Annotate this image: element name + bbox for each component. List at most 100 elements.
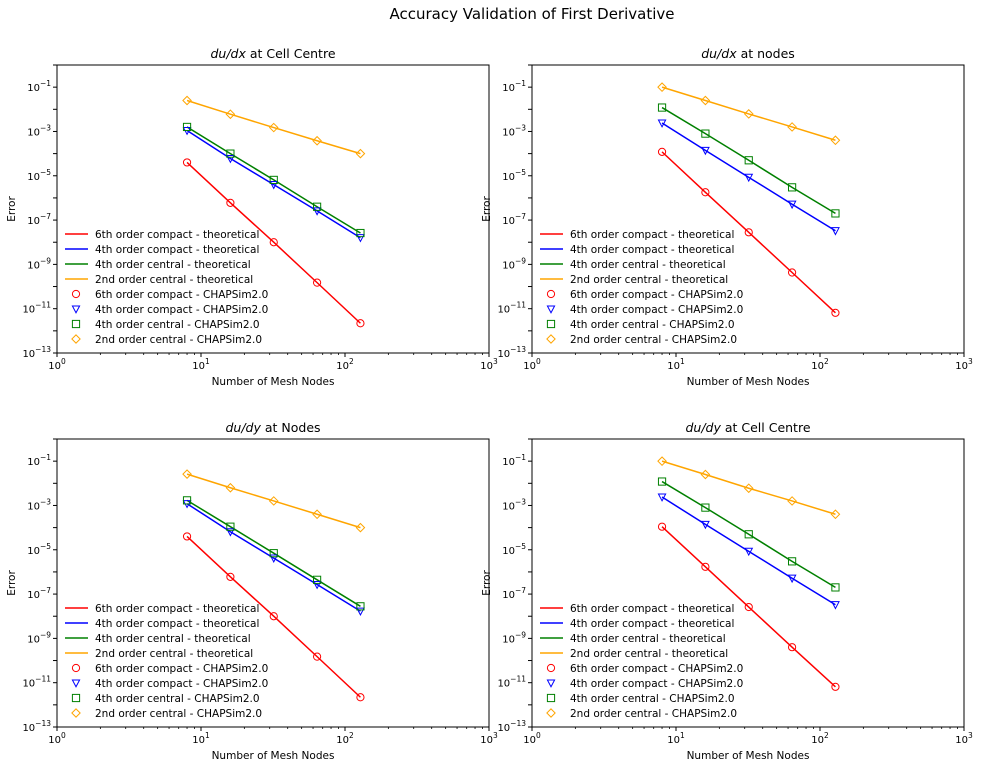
data-point-diamond	[312, 509, 322, 520]
x-tick-label-exponent: 1	[205, 731, 210, 740]
data-point-triangle-down	[312, 580, 322, 590]
y-tick-label: 10−7	[502, 586, 526, 601]
plot-frame	[56, 64, 490, 354]
data-point-square	[269, 549, 278, 558]
y-tick-label: 10−9	[502, 256, 526, 271]
y-tick-label-base: 10	[497, 349, 510, 360]
data-point-square	[657, 103, 667, 112]
series-line-second-central	[186, 473, 361, 529]
legend-entry-label: 4th order compact - CHAPSim2.0	[570, 678, 743, 690]
y-tick-label-exponent: −11	[35, 301, 51, 310]
data-point-diamond	[312, 135, 322, 146]
x-axis-label: Number of Mesh Nodes	[212, 750, 335, 762]
series-line	[186, 161, 361, 324]
y-tick-label: 10−13	[497, 719, 526, 734]
x-tick-label-exponent: 2	[349, 731, 354, 740]
y-tick-label: 10−9	[502, 630, 526, 645]
legend-marker-swatch	[71, 289, 81, 299]
data-point-square	[701, 129, 710, 138]
y-tick-label-base: 10	[27, 127, 40, 138]
y-tick-label: 10−1	[502, 453, 526, 468]
data-point-diamond	[743, 109, 754, 119]
panel-title: du/dy at Cell Centre	[685, 420, 810, 435]
series-marker-second-central	[657, 82, 841, 146]
y-tick-label-base: 10	[497, 305, 510, 316]
y-tick-label-base: 10	[22, 679, 35, 690]
series-line-sixth-compact	[661, 526, 836, 688]
series-line-second-central	[661, 86, 836, 141]
legend-entry-label: 6th order compact - theoretical	[570, 603, 734, 615]
data-point-diamond	[830, 135, 841, 146]
data-point-circle	[356, 693, 365, 702]
data-point-square	[356, 228, 365, 238]
legend-entry-label: 4th order compact - CHAPSim2.0	[95, 304, 268, 316]
y-tick-label-exponent: −3	[40, 497, 51, 506]
y-tick-label-base: 10	[22, 723, 35, 734]
y-tick-label-base: 10	[502, 127, 515, 138]
series-marker-sixth-compact	[657, 522, 840, 691]
panel-title: du/dx at Cell Centre	[210, 46, 335, 61]
y-tick-label: 10−5	[27, 542, 51, 557]
legend-marker-swatch	[546, 319, 556, 329]
y-tick-label-exponent: −5	[515, 542, 526, 551]
y-tick-label: 10−5	[502, 542, 526, 557]
data-point-circle	[182, 158, 192, 167]
y-tick-label-base: 10	[502, 83, 515, 94]
series-marker-fourth-compact	[657, 493, 840, 610]
x-tick-label-base: 10	[48, 735, 61, 746]
legend-marker-swatch	[546, 679, 556, 688]
legend-entry-label: 2nd order central - theoretical	[95, 274, 253, 286]
data-point-triangle-down	[312, 207, 322, 216]
x-axis-label: Number of Mesh Nodes	[687, 376, 810, 388]
data-point-diamond	[268, 496, 279, 506]
series-marker-fourth-central	[657, 103, 840, 218]
data-point-circle	[226, 198, 235, 207]
series-line	[186, 535, 361, 698]
series-marker-fourth-central	[657, 477, 840, 592]
x-tick-label: 100	[48, 731, 66, 746]
y-tick-label-base: 10	[502, 634, 515, 645]
y-tick-label-exponent: −13	[510, 345, 526, 354]
data-point-triangle-down	[657, 119, 667, 128]
legend-marker-swatch	[546, 693, 556, 703]
y-axis-label: Error	[6, 570, 18, 596]
y-tick-label: 10−13	[22, 719, 51, 734]
y-tick-label-exponent: −1	[40, 453, 51, 462]
x-tick-label-base: 10	[523, 361, 536, 372]
data-point-square	[312, 202, 322, 211]
data-point-diamond	[355, 148, 366, 159]
y-tick-label: 10−13	[22, 345, 51, 360]
y-tick-label-exponent: −7	[40, 212, 51, 221]
legend-marker-swatch	[546, 305, 556, 314]
legend-entry-label: 4th order central - theoretical	[570, 633, 726, 645]
series-line-fourth-compact	[186, 503, 361, 612]
data-point-circle	[356, 319, 365, 328]
series-marker-second-central	[657, 456, 841, 520]
y-tick-label-base: 10	[27, 501, 40, 512]
series-marker-fourth-central	[182, 122, 365, 238]
legend-entry-label: 4th order central - CHAPSim2.0	[570, 693, 735, 705]
data-point-circle	[312, 652, 322, 661]
data-point-diamond	[787, 496, 797, 506]
y-tick-label: 10−5	[502, 168, 526, 183]
y-tick-label: 10−9	[27, 256, 51, 271]
series-line	[186, 503, 361, 612]
y-tick-label-exponent: −3	[515, 123, 526, 132]
data-point-triangle-down	[831, 601, 840, 610]
x-tick-label: 103	[480, 357, 498, 372]
y-tick-label-base: 10	[22, 349, 35, 360]
y-tick-label-base: 10	[27, 260, 40, 271]
series-line	[661, 86, 836, 141]
y-tick-label: 10−3	[502, 497, 526, 512]
x-tick-label: 102	[336, 357, 354, 372]
x-tick-label-exponent: 3	[968, 357, 973, 366]
y-tick-label: 10−1	[27, 79, 51, 94]
y-tick-label-exponent: −1	[515, 453, 526, 462]
data-point-triangle-down	[657, 493, 667, 502]
panel-title-math: du/dx	[701, 46, 737, 61]
y-tick-label-exponent: −1	[40, 79, 51, 88]
panel-title-math: du/dx	[210, 46, 246, 61]
